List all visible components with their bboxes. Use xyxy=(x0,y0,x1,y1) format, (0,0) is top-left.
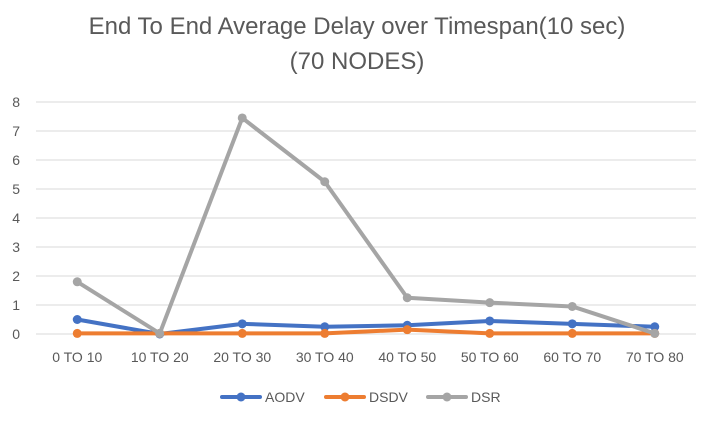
legend-swatch-marker xyxy=(442,392,452,402)
data-point xyxy=(72,277,82,287)
data-point xyxy=(567,319,577,329)
data-point xyxy=(320,177,330,187)
data-point xyxy=(485,316,495,326)
y-axis-ticks: 0 1 2 3 4 5 6 7 8 xyxy=(12,94,20,342)
y-tick-label: 2 xyxy=(12,268,20,284)
series-line xyxy=(75,327,657,336)
y-tick-label: 8 xyxy=(12,94,20,110)
chart-title: End To End Average Delay over Timespan(1… xyxy=(88,13,626,40)
x-tick-label: 10 TO 20 xyxy=(131,349,189,365)
data-point xyxy=(72,315,82,324)
data-point xyxy=(650,322,660,332)
data-point xyxy=(320,322,330,332)
data-point xyxy=(237,319,247,329)
data-point xyxy=(155,328,165,338)
legend-label: DSDV xyxy=(369,389,409,405)
legend: AODV DSDV DSR xyxy=(220,389,501,405)
y-tick-label: 3 xyxy=(12,239,20,255)
data-point xyxy=(402,325,412,335)
x-tick-label: 20 TO 30 xyxy=(213,349,271,365)
data-point xyxy=(237,113,247,123)
x-tick-label: 40 TO 50 xyxy=(378,349,436,365)
x-tick-label: 30 TO 40 xyxy=(296,349,354,365)
series-dsr xyxy=(72,113,660,338)
data-point xyxy=(650,328,660,338)
legend-label: DSR xyxy=(471,389,501,405)
legend-swatch-marker xyxy=(340,392,350,402)
legend-swatch-marker xyxy=(236,392,246,402)
data-point xyxy=(237,328,247,338)
data-point xyxy=(402,293,412,303)
data-point xyxy=(72,328,82,338)
y-tick-label: 1 xyxy=(12,297,20,313)
series-line xyxy=(75,115,657,336)
x-tick-label: 60 TO 70 xyxy=(543,349,601,365)
data-point xyxy=(567,301,577,311)
x-tick-label: 70 TO 80 xyxy=(626,349,684,365)
x-axis-ticks: 0 TO 10 10 TO 20 20 TO 30 30 TO 40 40 TO 50 5… xyxy=(52,349,684,365)
gridlines xyxy=(36,101,696,335)
chart-subtitle: (70 NODES) xyxy=(289,48,425,75)
y-tick-label: 7 xyxy=(12,123,20,139)
legend-item-aodv: AODV xyxy=(220,389,305,405)
legend-label: AODV xyxy=(265,389,305,405)
data-point xyxy=(485,328,495,338)
y-tick-label: 6 xyxy=(12,152,20,168)
legend-item-dsr: DSR xyxy=(426,389,501,405)
data-point xyxy=(567,328,577,338)
y-tick-label: 0 xyxy=(12,326,20,342)
x-tick-label: 50 TO 60 xyxy=(461,349,519,365)
legend-item-dsdv: DSDV xyxy=(324,389,409,405)
data-point xyxy=(485,298,495,308)
data-point xyxy=(320,328,330,338)
y-tick-label: 4 xyxy=(12,210,20,226)
y-tick-label: 5 xyxy=(12,181,20,197)
series-group xyxy=(72,113,660,339)
x-tick-label: 0 TO 10 xyxy=(52,349,102,365)
